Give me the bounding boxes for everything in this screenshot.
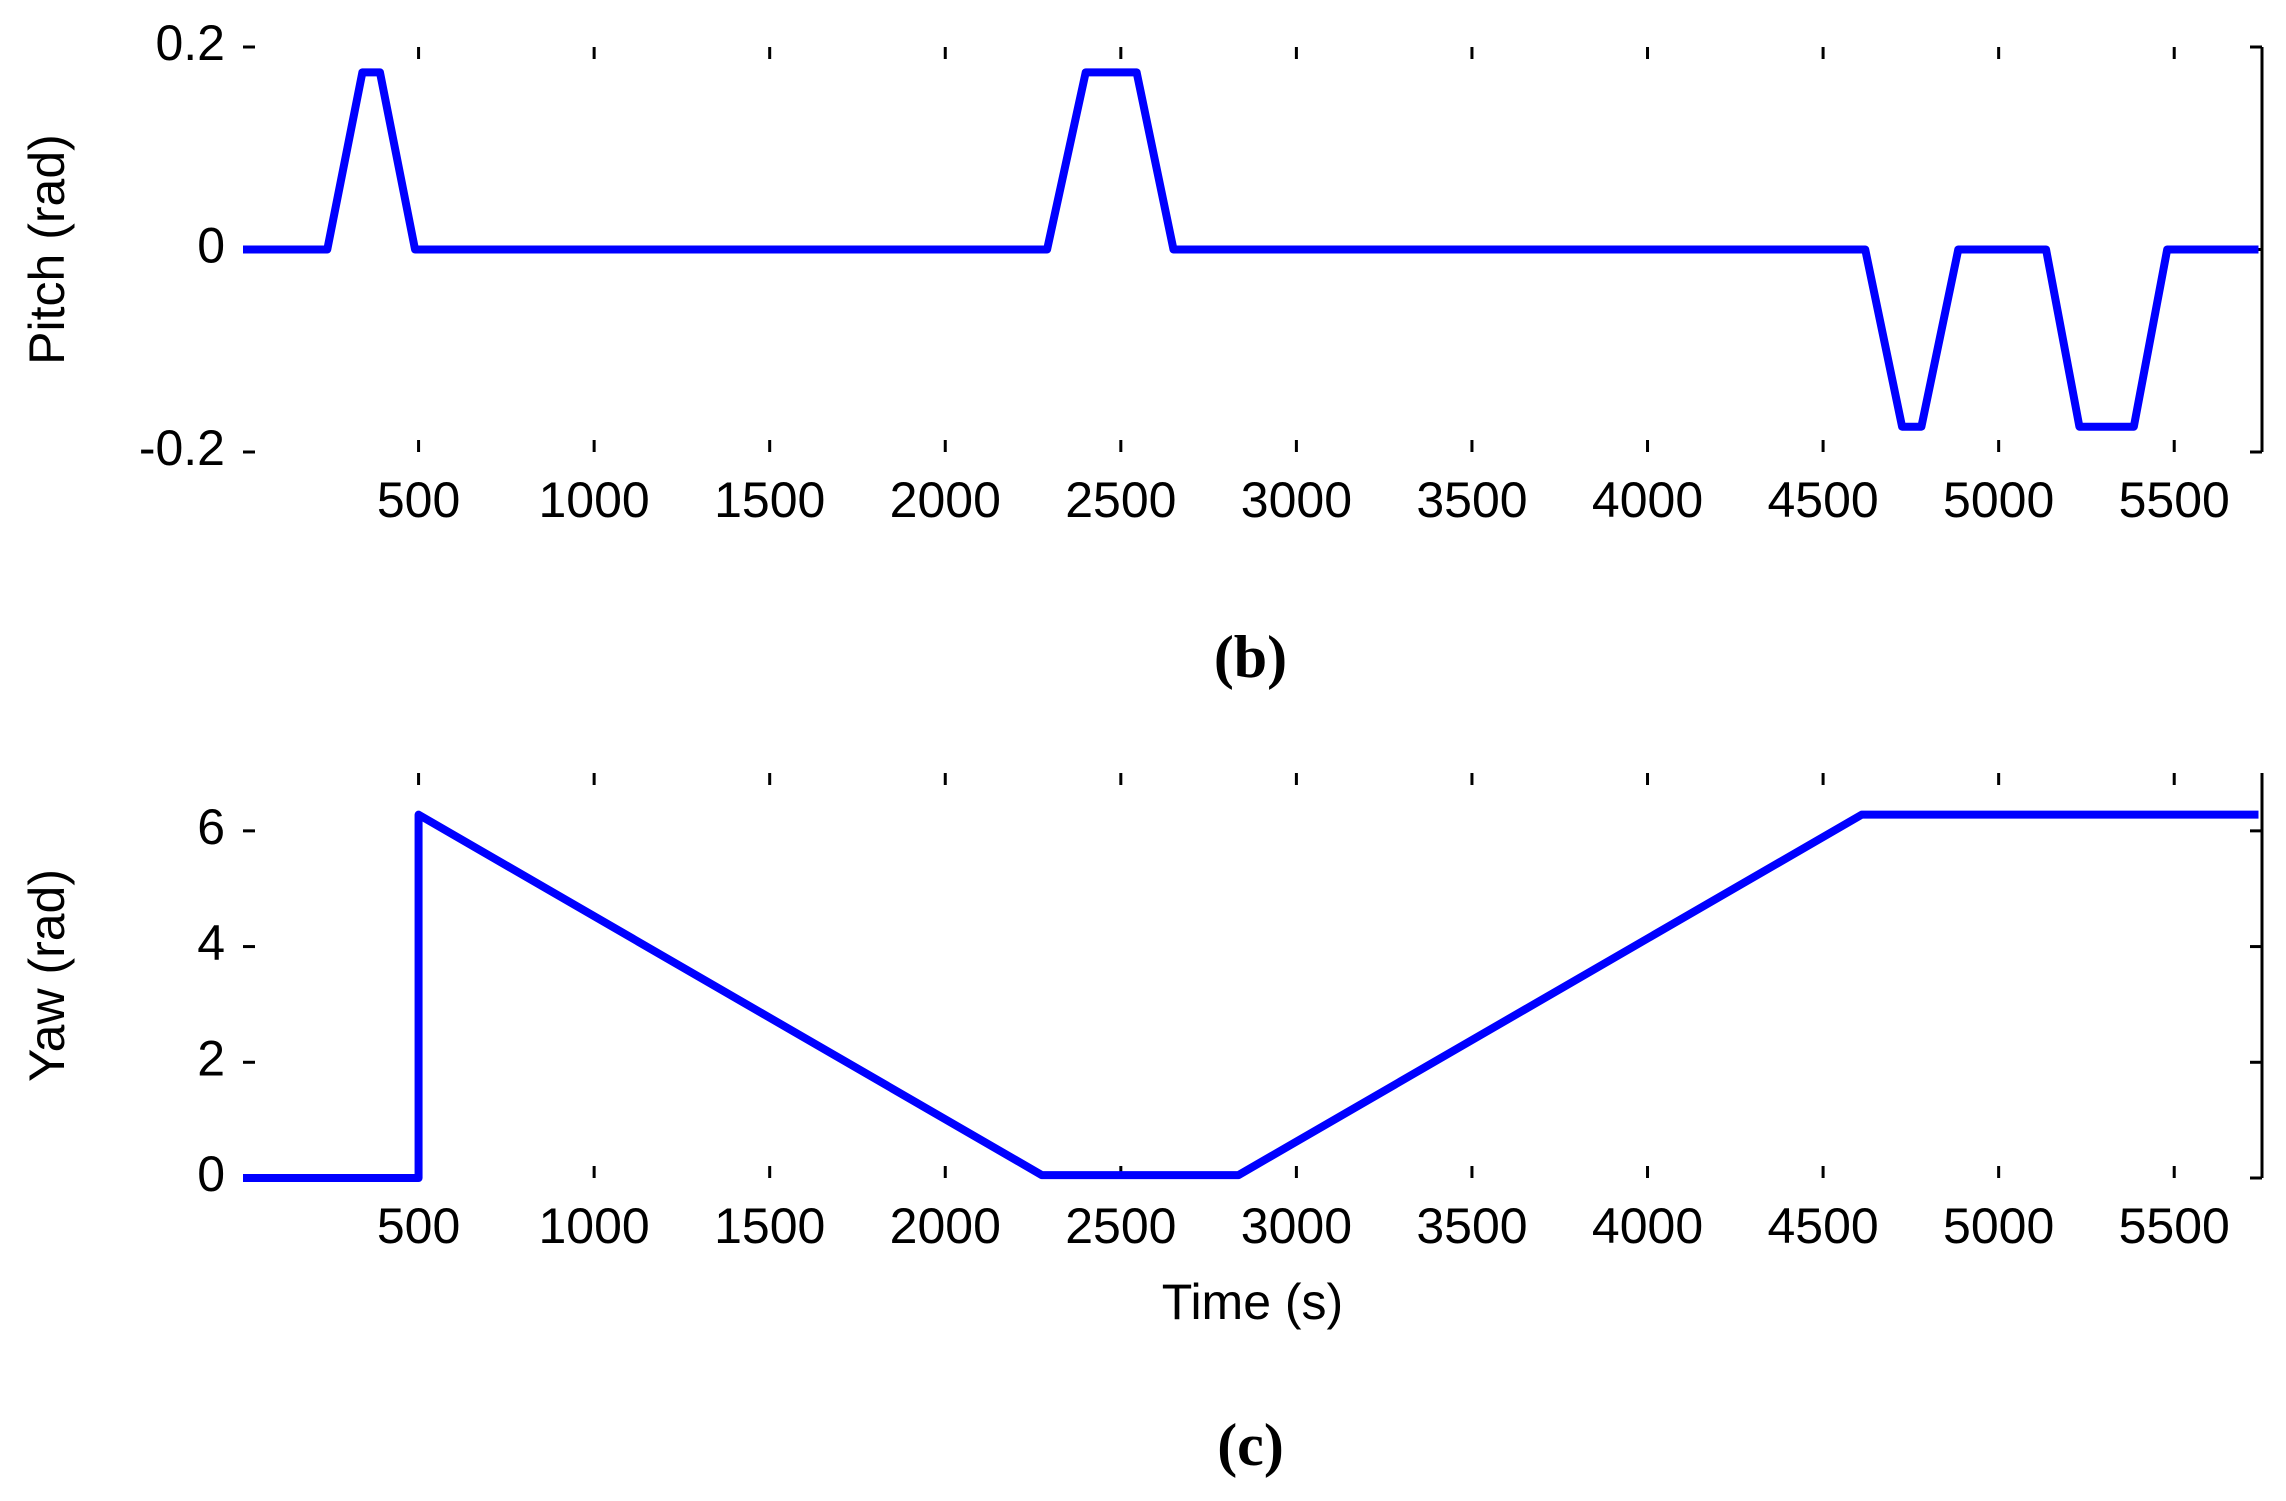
x-tick-label: 5500 xyxy=(2119,1198,2230,1254)
y-axis-label: Yaw (rad) xyxy=(19,869,75,1082)
x-tick-label: 4500 xyxy=(1767,1198,1878,1254)
data-line xyxy=(243,810,2259,1182)
x-tick-label: 500 xyxy=(377,472,460,528)
x-tick-label: 4000 xyxy=(1592,472,1703,528)
x-tick-label: 3500 xyxy=(1416,1198,1527,1254)
x-tick-label: 500 xyxy=(377,1198,460,1254)
y-tick-label: 0 xyxy=(197,1146,225,1202)
y-tick-label: -0.2 xyxy=(139,420,225,476)
x-tick-label: 2000 xyxy=(890,1198,1001,1254)
x-tick-label: 5000 xyxy=(1943,1198,2054,1254)
x-tick-label: 3000 xyxy=(1241,472,1352,528)
x-tick-label: 4500 xyxy=(1767,472,1878,528)
x-tick-label: 1500 xyxy=(714,1198,825,1254)
caption: (b) xyxy=(1214,624,1287,690)
y-axis-label: Pitch (rad) xyxy=(19,134,75,365)
x-tick-label: 5000 xyxy=(1943,472,2054,528)
x-axis-label: Time (s) xyxy=(1162,1274,1343,1330)
x-tick-label: 1000 xyxy=(539,472,650,528)
x-tick-label: 3000 xyxy=(1241,1198,1352,1254)
x-tick-label: 2500 xyxy=(1065,472,1176,528)
x-tick-label: 1500 xyxy=(714,472,825,528)
caption: (c) xyxy=(1217,1412,1284,1478)
y-tick-label: 4 xyxy=(197,915,225,971)
y-tick-label: 0.2 xyxy=(155,15,225,71)
y-tick-label: 2 xyxy=(197,1030,225,1086)
x-tick-label: 3500 xyxy=(1416,472,1527,528)
x-tick-label: 2500 xyxy=(1065,1198,1176,1254)
x-tick-label: 5500 xyxy=(2119,472,2230,528)
x-tick-label: 1000 xyxy=(539,1198,650,1254)
x-tick-label: 4000 xyxy=(1592,1198,1703,1254)
y-tick-label: 6 xyxy=(197,799,225,855)
y-tick-label: 0 xyxy=(197,218,225,274)
x-tick-label: 2000 xyxy=(890,472,1001,528)
data-line xyxy=(243,68,2259,431)
